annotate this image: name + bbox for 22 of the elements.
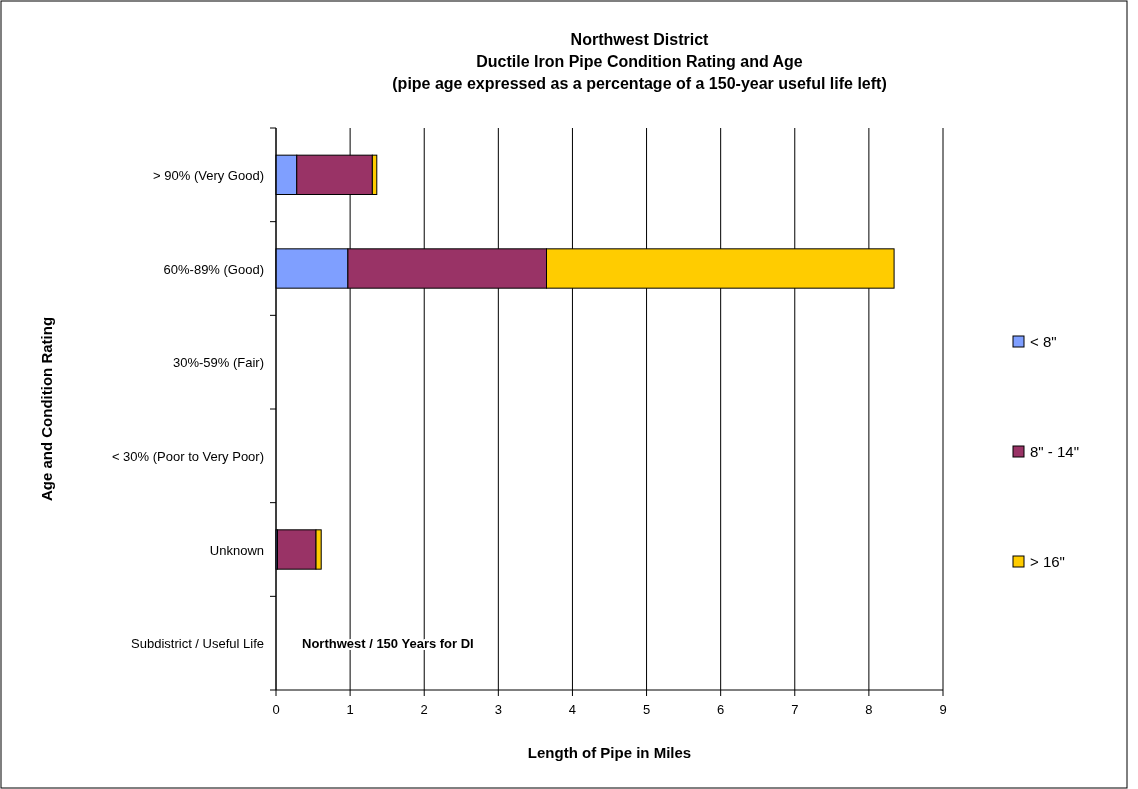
y-tick-label: 60%-89% (Good)	[163, 261, 264, 277]
x-tick-label: 8	[865, 702, 873, 717]
x-tick-label: 6	[717, 702, 725, 717]
x-tick-label: 2	[420, 702, 428, 717]
y-axis-title: Age and Condition Rating	[38, 316, 55, 502]
legend-label: 8" - 14"	[1030, 443, 1080, 460]
x-tick-label: 9	[939, 702, 947, 717]
x-tick-label: 7	[791, 702, 799, 717]
x-tick-label: 5	[642, 702, 651, 717]
x-tick-label: 1	[346, 702, 354, 717]
y-tick-label: > 90% (Very Good)	[153, 167, 264, 183]
y-tick-label: 30%-59% (Fair)	[172, 355, 264, 371]
y-tick-label: Subdistrict / Useful Life	[131, 636, 264, 652]
legend-label: < 8"	[1030, 333, 1057, 350]
y-tick-label: Unknown	[209, 542, 264, 558]
legend-label: > 16"	[1030, 553, 1065, 570]
y-tick-label: < 30% (Poor to Very Poor)	[111, 448, 264, 464]
x-tick-label: 0	[272, 702, 280, 717]
x-axis-title: Length of Pipe in Miles	[527, 744, 692, 761]
chart-title: Northwest District Ductile Iron Pipe Condition Rating and Age (pipe age expressed as a percentage of a 150-year useful life left)	[392, 31, 887, 92]
x-tick-label: 3	[494, 702, 502, 717]
x-tick-label: 4	[568, 702, 577, 717]
